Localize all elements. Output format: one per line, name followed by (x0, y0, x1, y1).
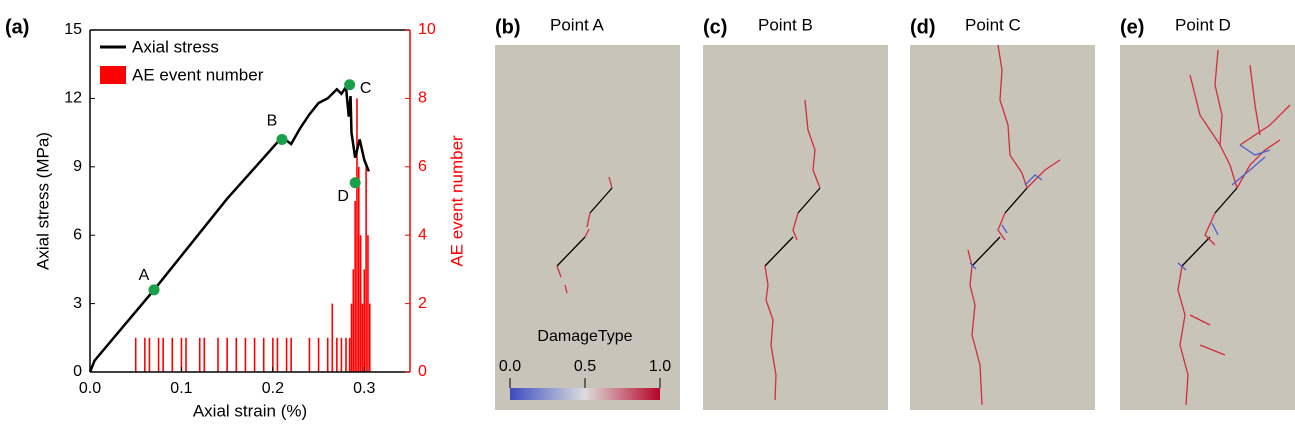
ae-bar (277, 338, 279, 372)
y-axis-title: Axial stress (MPa) (33, 132, 52, 270)
figure: DamageType 0.0 0.5 1.0 (a) 0.0 0.1 0.2 0.3 0 3… (0, 0, 1295, 434)
ae-bar (144, 338, 146, 372)
y2-tick-label: 6 (418, 158, 427, 175)
ae-bar (363, 269, 365, 372)
x-tick-label: 0.3 (353, 380, 375, 397)
y2-tick-label: 2 (418, 295, 427, 312)
state-point (149, 284, 160, 295)
y2-tick-label: 8 (418, 90, 427, 107)
ae-bar (351, 304, 353, 372)
ae-bar (203, 338, 205, 372)
panel-title: Point D (1175, 15, 1231, 34)
state-point (277, 134, 288, 145)
ae-bar (365, 167, 367, 372)
ae-bar (171, 338, 173, 372)
point-label: C (360, 80, 372, 97)
legend-swatch (100, 66, 126, 84)
x-tick-label: 0.1 (170, 380, 192, 397)
y-tick-label: 12 (64, 90, 82, 107)
specimen (910, 45, 1095, 410)
ae-bar (272, 338, 274, 372)
ae-bar (290, 338, 292, 372)
ae-bar (185, 338, 187, 372)
y-tick-label: 15 (64, 21, 82, 38)
point-label: A (139, 267, 150, 284)
ae-bar (367, 235, 369, 372)
y2-axis-title: AE event number (447, 135, 466, 267)
ae-bar (217, 338, 219, 372)
ae-bar (358, 167, 360, 372)
ae-bar (362, 304, 364, 372)
panel-d (910, 45, 1095, 410)
ae-bar (341, 338, 343, 372)
ae-bar (162, 338, 164, 372)
legend-label: AE event number (132, 65, 264, 84)
colorbar (510, 388, 660, 400)
point-label: D (337, 188, 349, 205)
panel-label: (c) (703, 16, 727, 38)
panel-title: Point A (550, 15, 605, 34)
state-point (350, 177, 361, 188)
panel-c (703, 45, 888, 410)
stress-line (90, 87, 369, 372)
colorbar-tick-label: 0.5 (574, 358, 596, 375)
panel-label: (b) (495, 16, 521, 38)
x-axis-title: Axial strain (%) (193, 401, 307, 420)
ae-bar (181, 338, 183, 372)
panel-title: Point B (758, 15, 813, 34)
panel-b (495, 45, 680, 410)
ae-bar (369, 304, 371, 372)
ae-bar (309, 338, 311, 372)
point-label: B (267, 113, 278, 130)
panel-label: (e) (1120, 16, 1144, 38)
ae-bar (286, 338, 288, 372)
panel-label: (a) (5, 16, 29, 38)
x-tick-label: 0.0 (79, 380, 101, 397)
legend-label: Axial stress (132, 37, 219, 56)
specimen (703, 45, 888, 410)
ae-bar (349, 338, 351, 372)
ae-bar (199, 338, 201, 372)
y-tick-label: 6 (73, 226, 82, 243)
ae-bar (360, 235, 362, 372)
y2-tick-label: 4 (418, 226, 427, 243)
colorbar-tick-label: 1.0 (649, 358, 671, 375)
colorbar-title: DamageType (537, 328, 632, 345)
ae-bar (245, 338, 247, 372)
panel-e (1120, 45, 1295, 410)
ae-bar (331, 304, 333, 372)
ae-bar (318, 338, 320, 372)
ae-bar (327, 338, 329, 372)
ae-bar (345, 338, 347, 372)
ae-bar (226, 338, 228, 372)
specimen (495, 45, 680, 410)
y-tick-label: 9 (73, 158, 82, 175)
x-tick-label: 0.2 (262, 380, 284, 397)
ae-bar (254, 338, 256, 372)
ae-bar (354, 201, 356, 372)
y-tick-label: 0 (73, 363, 82, 380)
state-point (344, 79, 355, 90)
ae-bar (353, 269, 355, 372)
ae-bar (135, 338, 137, 372)
y2-tick-label: 0 (418, 363, 427, 380)
ae-bar (235, 338, 237, 372)
panel-label: (d) (910, 16, 936, 38)
ae-bar (263, 338, 265, 372)
colorbar-tick-label: 0.0 (499, 358, 521, 375)
ae-bar (149, 338, 151, 372)
specimen (1120, 45, 1295, 410)
panel-title: Point C (965, 15, 1021, 34)
ae-bar (158, 338, 160, 372)
y-tick-label: 3 (73, 295, 82, 312)
ae-bar (356, 98, 358, 372)
y2-tick-label: 10 (418, 21, 436, 38)
ae-bar (336, 338, 338, 372)
